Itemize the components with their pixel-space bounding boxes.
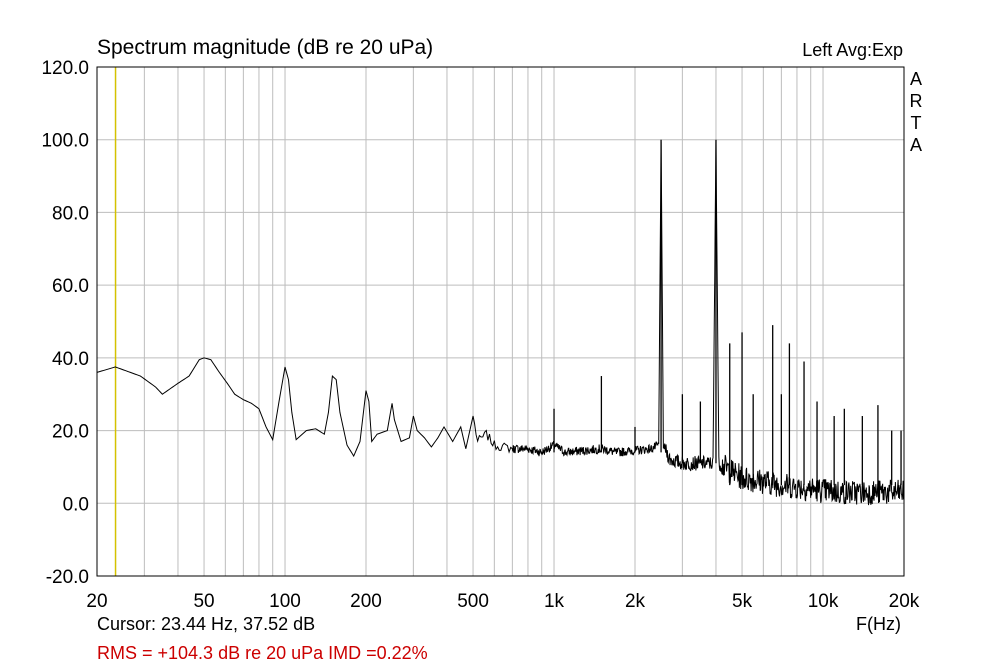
x-tick-label: 20 xyxy=(86,591,107,612)
x-tick-label: 1k xyxy=(544,591,565,612)
brand-letter: T xyxy=(910,113,922,133)
y-tick-label: 40.0 xyxy=(52,349,89,370)
chart-title: Spectrum magnitude (dB re 20 uPa) xyxy=(97,36,434,59)
grid xyxy=(97,66,904,577)
x-tick-label: 20k xyxy=(889,591,920,612)
x-axis-label: F(Hz) xyxy=(856,614,901,634)
y-tick-label: 0.0 xyxy=(63,494,89,515)
y-tick-label: 120.0 xyxy=(41,58,89,79)
x-tick-label: 2k xyxy=(625,591,646,612)
channel-average-label: Left Avg:Exp xyxy=(802,40,903,60)
y-tick-label: -20.0 xyxy=(46,567,89,588)
brand-label: A R T A xyxy=(908,68,924,156)
cursor-readout: Cursor: 23.44 Hz, 37.52 dB xyxy=(97,614,316,634)
tick-labels: 120.0 100.0 80.0 60.0 40.0 20.0 0.0 -20.0 20 50 10… xyxy=(41,58,919,612)
y-tick-label: 60.0 xyxy=(52,276,89,297)
brand-letter: R xyxy=(909,91,923,111)
plot-frame xyxy=(96,66,905,577)
x-tick-label: 500 xyxy=(457,591,489,612)
brand-letter: A xyxy=(909,135,922,155)
x-tick-label: 100 xyxy=(269,591,301,612)
x-tick-label: 5k xyxy=(732,591,753,612)
x-tick-label: 10k xyxy=(808,591,839,612)
trace-layer xyxy=(96,67,905,576)
x-tick-label: 50 xyxy=(193,591,214,612)
y-tick-label: 20.0 xyxy=(52,422,89,443)
y-tick-label: 80.0 xyxy=(52,203,89,224)
y-tick-label: 100.0 xyxy=(41,131,89,152)
rms-imd-readout: RMS = +104.3 dB re 20 uPa IMD =0.22% xyxy=(97,643,428,663)
spectrum-trace xyxy=(96,141,905,506)
brand-letter: A xyxy=(909,69,922,89)
x-tick-label: 200 xyxy=(350,591,382,612)
